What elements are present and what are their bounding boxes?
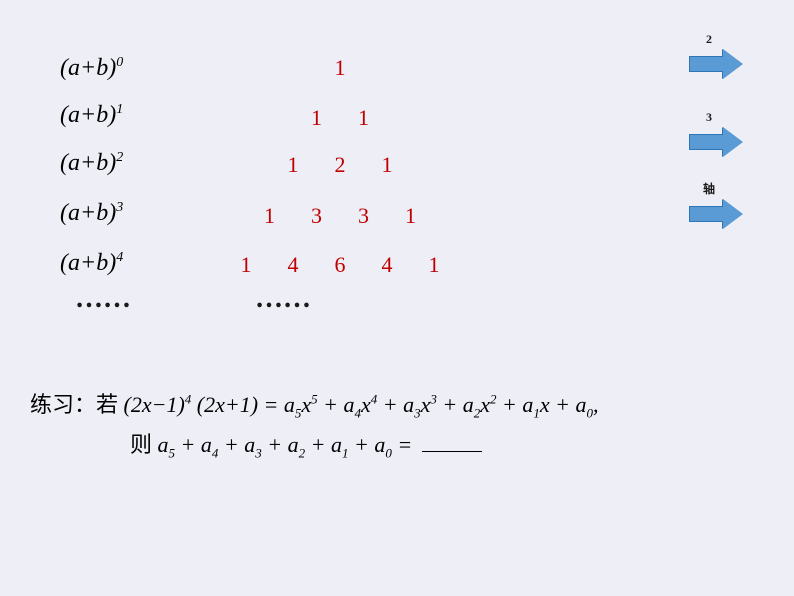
var-a: a <box>68 200 80 226</box>
pascal-cell: 3 <box>311 203 322 229</box>
pascal-cell: 3 <box>358 203 369 229</box>
pascal-row-0: 1 <box>200 55 480 81</box>
pascal-cell: 2 <box>335 152 346 178</box>
var-b: b <box>96 55 108 81</box>
exercise-block: 练习：若 (2x−1)4 (2x+1) = a5x5 + a4x4 + a3x3… <box>30 385 599 465</box>
var-b: b <box>96 200 108 226</box>
pascal-cell: 1 <box>358 105 369 131</box>
pascal-cell: 1 <box>241 252 252 278</box>
power: 3 <box>116 200 123 215</box>
pascal-cell: 1 <box>264 203 275 229</box>
var-a: a <box>68 55 80 81</box>
arrow-label: 轴 <box>689 180 729 197</box>
var-a: a <box>68 150 80 176</box>
arrow-icon <box>689 199 744 229</box>
ellipsis-right: …… <box>255 283 311 315</box>
expansion-label-0: (a+b)0 <box>60 55 123 82</box>
var-b: b <box>96 150 108 176</box>
exercise-equation-1: (2x−1)4 (2x+1) = a5x5 + a4x4 + a3x3 + a2… <box>124 392 599 417</box>
expansion-label-1: (a+b)1 <box>60 102 123 129</box>
var-b: b <box>96 102 108 128</box>
pascal-cell: 6 <box>335 252 346 278</box>
pascal-cell: 1 <box>335 55 346 81</box>
pascal-cell: 1 <box>382 152 393 178</box>
power: 0 <box>116 55 123 70</box>
pascal-cell: 4 <box>382 252 393 278</box>
pascal-row-3: 1 3 3 1 <box>200 203 480 229</box>
power: 1 <box>116 102 123 117</box>
answer-blank <box>422 451 482 452</box>
var-b: b <box>96 250 108 276</box>
pascal-cell: 4 <box>288 252 299 278</box>
power: 2 <box>116 150 123 165</box>
arrow-icon <box>689 127 744 157</box>
arrow-label: 2 <box>689 32 729 47</box>
var-a: a <box>68 102 80 128</box>
power: 4 <box>116 250 123 265</box>
nav-arrow-2[interactable]: 2 <box>689 32 744 79</box>
expansion-label-3: (a+b)3 <box>60 200 123 227</box>
nav-arrow-axis[interactable]: 轴 <box>689 180 744 229</box>
pascal-cell: 1 <box>288 152 299 178</box>
pascal-row-1: 1 1 <box>200 105 480 131</box>
arrow-label: 3 <box>689 110 729 125</box>
pascal-cell: 1 <box>405 203 416 229</box>
pascal-cell: 1 <box>311 105 322 131</box>
exercise-line-2: 则 a5 + a4 + a3 + a2 + a1 + a0 = <box>30 425 599 465</box>
pascal-cell: 1 <box>429 252 440 278</box>
nav-arrow-3[interactable]: 3 <box>689 110 744 157</box>
exercise-line-1: 练习：若 (2x−1)4 (2x+1) = a5x5 + a4x4 + a3x3… <box>30 385 599 425</box>
expansion-label-4: (a+b)4 <box>60 250 123 277</box>
exercise-equation-2: a5 + a4 + a3 + a2 + a1 + a0 = <box>158 432 413 457</box>
pascal-row-4: 1 4 6 4 1 <box>200 252 480 278</box>
exercise-then: 则 <box>130 432 152 457</box>
exercise-prefix: 练习：若 <box>30 392 118 417</box>
pascal-row-2: 1 2 1 <box>200 152 480 178</box>
arrow-icon <box>689 49 744 79</box>
expansion-label-2: (a+b)2 <box>60 150 123 177</box>
ellipsis-left: …… <box>75 283 131 315</box>
var-a: a <box>68 250 80 276</box>
